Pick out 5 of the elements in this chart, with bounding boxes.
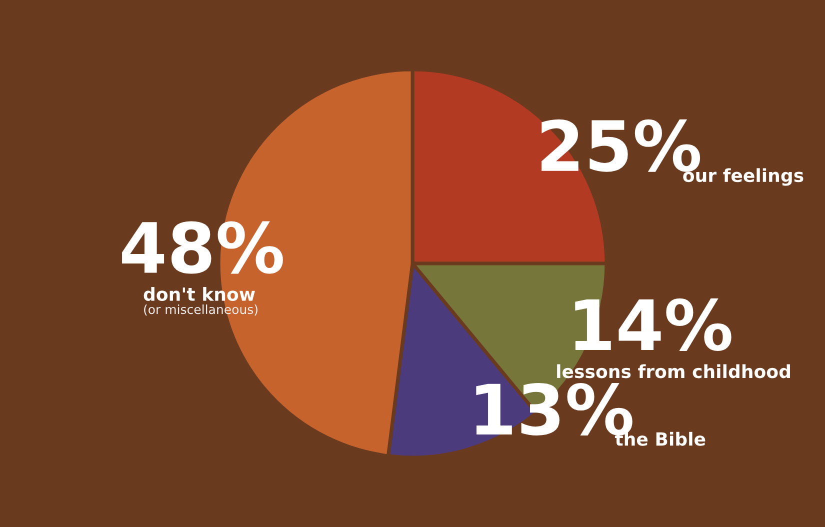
data-label: 14% (575, 298, 732, 351)
slice-label: lessons from childhood (557, 364, 790, 378)
data-label: 48% (122, 221, 283, 274)
slice-label: don't know (144, 286, 255, 301)
text: (or miscellaneous) (144, 304, 258, 316)
